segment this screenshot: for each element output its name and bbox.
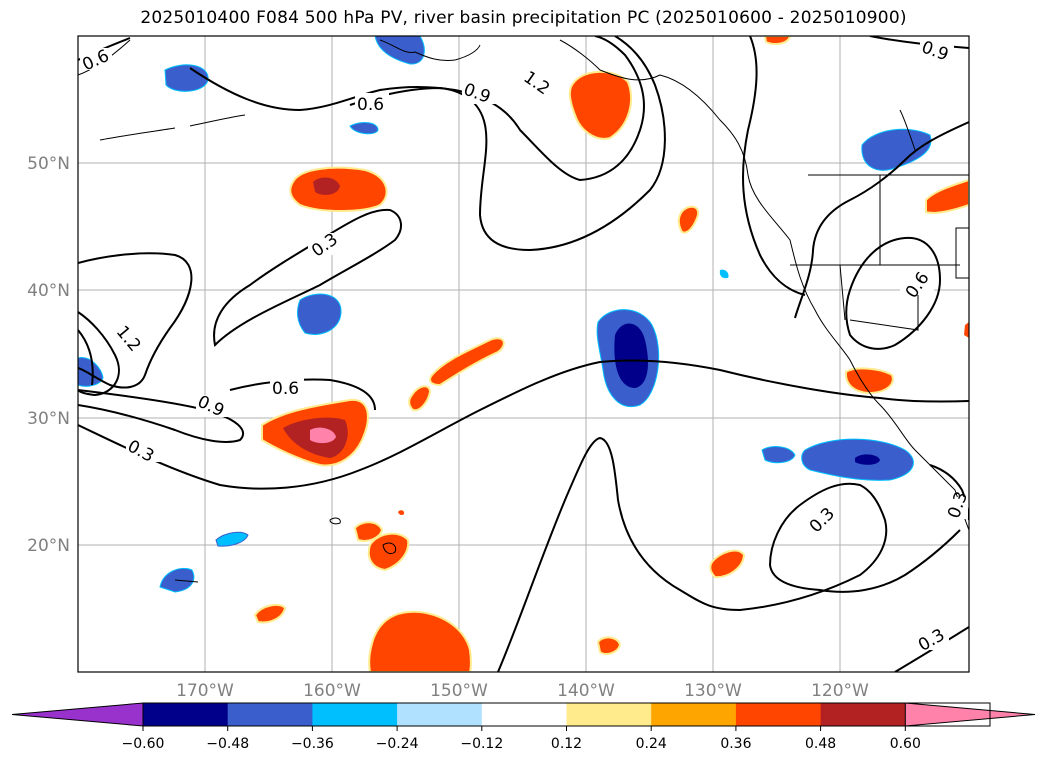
precip-negative-area xyxy=(761,446,796,464)
colorbar-segment xyxy=(143,703,229,726)
precip-positive-area xyxy=(367,532,410,572)
precip-positive-area xyxy=(368,610,472,672)
precip-positive-area xyxy=(677,205,700,234)
map-area xyxy=(78,36,969,672)
colorbar-tick-label: −0.36 xyxy=(291,736,334,752)
precip-shading xyxy=(78,36,969,672)
colorbar: −0.60 −0.48 −0.36 −0.24 −0.12 0.12 0.24 0.36 0.4… xyxy=(11,702,1036,752)
precip-negative-area xyxy=(215,531,249,547)
colorbar-tick-label: −0.24 xyxy=(376,736,419,752)
contour-label: 0.6 xyxy=(357,95,384,115)
colorbar-segment xyxy=(312,703,398,726)
colorbar-segment xyxy=(566,703,652,726)
precip-positive-area xyxy=(568,70,632,140)
contour-label: 0.6 xyxy=(272,379,299,399)
lon-label: 130°W xyxy=(684,681,742,701)
precip-negative-core xyxy=(855,454,880,465)
longitude-labels: 170°W 160°W 150°W 140°W 130°W 120°W xyxy=(176,681,869,701)
colorbar-tick-label: −0.60 xyxy=(122,736,165,752)
colorbar-extension-high xyxy=(904,702,1036,727)
precip-negative-core xyxy=(614,323,648,388)
colorbar-tick-label: 0.12 xyxy=(551,736,582,752)
lon-label: 160°W xyxy=(303,681,361,701)
lat-label: 30°N xyxy=(27,409,70,429)
contour-label-backings xyxy=(80,40,968,650)
colorbar-segment xyxy=(227,703,313,726)
precip-positive-area xyxy=(253,603,287,624)
precip-positive-area xyxy=(353,521,384,542)
colorbar-segment xyxy=(481,703,567,726)
precip-negative-area xyxy=(719,269,729,279)
colorbar-tick-label: 0.24 xyxy=(636,736,667,752)
colorbar-segment xyxy=(651,703,737,726)
lon-label: 150°W xyxy=(430,681,488,701)
colorbar-tick-label: −0.12 xyxy=(460,736,503,752)
precip-positive-core xyxy=(313,177,340,195)
precip-negative-area xyxy=(861,128,932,171)
precip-positive-area xyxy=(709,549,746,579)
colorbar-segment xyxy=(397,703,483,726)
colorbar-tick-label: −0.48 xyxy=(206,736,249,752)
lat-label: 50°N xyxy=(27,154,70,174)
map-frame xyxy=(77,35,970,673)
map-title: 2025010400 F084 500 hPa PV, river basin … xyxy=(140,8,907,28)
precip-positive-area xyxy=(408,385,432,412)
precip-negative-area xyxy=(296,293,342,335)
precip-positive-area xyxy=(429,337,505,387)
precip-positive-area xyxy=(596,636,622,655)
colorbar-tick-label: 0.60 xyxy=(890,736,921,752)
pv-contours xyxy=(78,36,969,672)
colorbar-segment xyxy=(820,703,906,726)
colorbar-tick-label: 0.36 xyxy=(720,736,751,752)
lat-label: 40°N xyxy=(27,281,70,301)
colorbar-extension-low xyxy=(11,702,144,727)
lat-label: 20°N xyxy=(27,536,70,556)
colorbar-segment xyxy=(735,703,822,726)
precip-negative-area xyxy=(349,122,379,135)
precip-positive-area xyxy=(398,510,405,516)
latitude-labels: 50°N 40°N 30°N 20°N xyxy=(27,154,70,556)
precip-positive-area xyxy=(964,322,969,338)
precip-negative-area xyxy=(164,64,209,92)
lon-label: 120°W xyxy=(811,681,869,701)
lon-label: 170°W xyxy=(176,681,234,701)
precip-positive-core xyxy=(310,427,336,444)
colorbar-tick-label: 0.48 xyxy=(805,736,836,752)
lon-label: 140°W xyxy=(557,681,615,701)
precip-positive-area xyxy=(925,178,969,214)
